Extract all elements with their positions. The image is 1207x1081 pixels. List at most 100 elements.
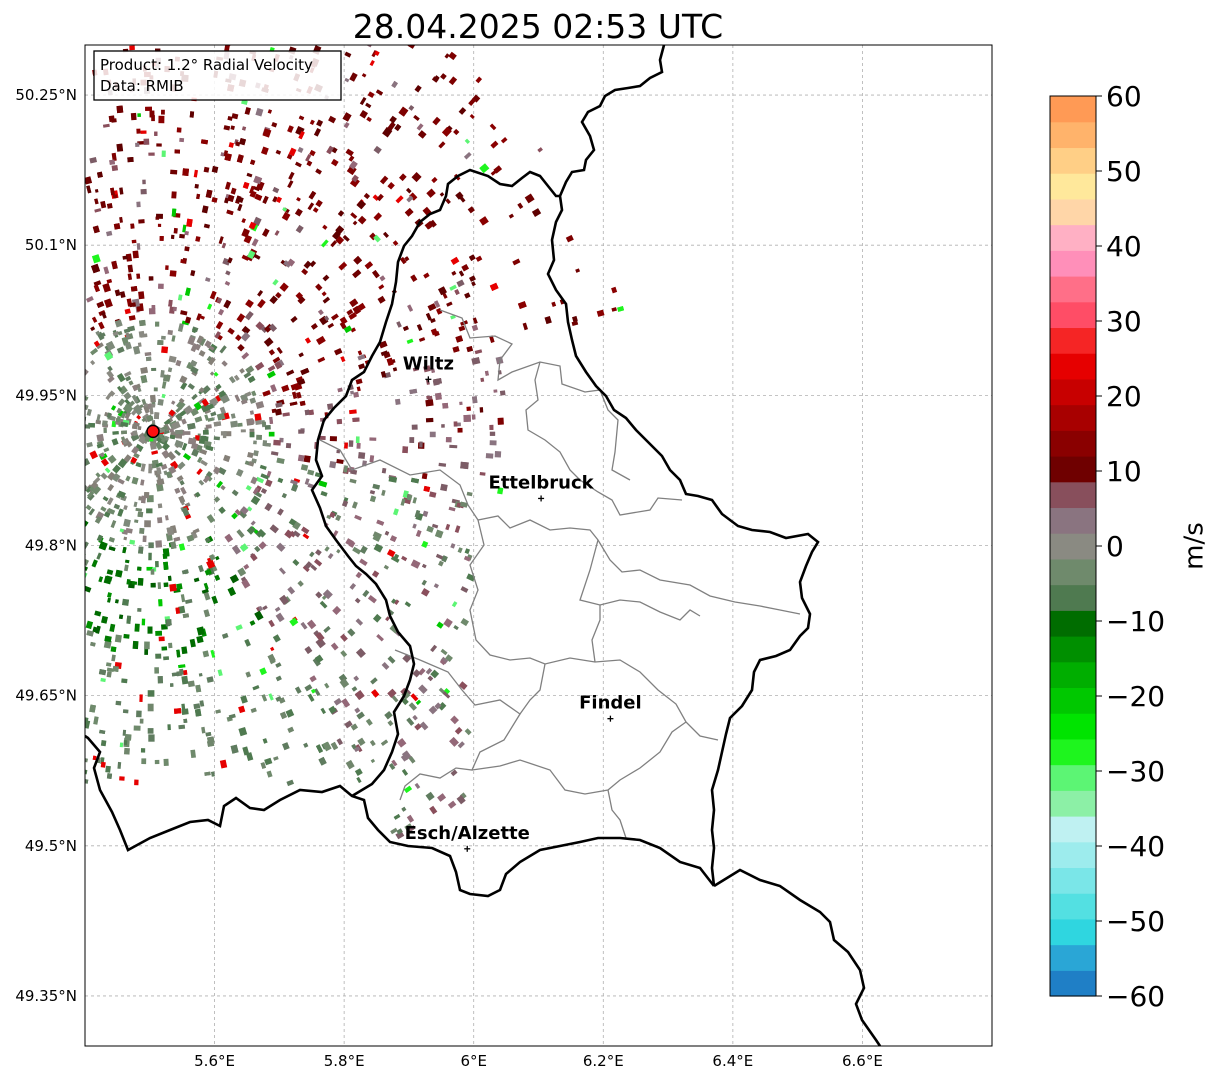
echo-cell xyxy=(155,216,160,220)
echo-cell xyxy=(140,366,149,374)
echo-cell xyxy=(343,325,353,334)
echo-cell xyxy=(322,274,330,282)
echo-cell xyxy=(161,381,167,389)
echo-cell xyxy=(268,323,277,332)
echo-cell xyxy=(472,317,478,324)
lat-tick-label: 49.65°N xyxy=(15,687,77,705)
echo-cell xyxy=(85,757,88,763)
echo-cell xyxy=(315,199,323,208)
echo-cell xyxy=(182,224,187,233)
echo-cell xyxy=(336,418,343,425)
echo-cell xyxy=(458,325,466,332)
echo-cell xyxy=(489,424,494,430)
echo-cell xyxy=(131,239,137,244)
echo-cell xyxy=(268,619,275,628)
colorbar-segment xyxy=(1050,687,1096,714)
echo-cell xyxy=(317,356,326,363)
echo-cell xyxy=(353,675,360,682)
echo-cell xyxy=(211,595,219,605)
echo-cell xyxy=(105,575,113,582)
echo-cell xyxy=(431,368,435,374)
echo-cell xyxy=(229,574,240,584)
echo-cell xyxy=(363,192,371,200)
echo-cell xyxy=(276,346,283,354)
echo-cell xyxy=(237,203,243,212)
echo-cell xyxy=(204,771,211,776)
echo-cell xyxy=(358,363,366,370)
echo-cell xyxy=(469,275,476,282)
echo-cell xyxy=(111,164,119,172)
echo-cell xyxy=(119,216,123,223)
echo-cell xyxy=(306,619,317,630)
echo-cell xyxy=(414,782,421,789)
echo-cell xyxy=(176,583,183,590)
echo-cell xyxy=(102,123,110,128)
echo-cell xyxy=(367,594,377,604)
echo-cell xyxy=(207,740,215,747)
echo-cell xyxy=(449,284,457,291)
echo-cell xyxy=(128,315,136,321)
echo-cell xyxy=(320,490,328,497)
echo-cell xyxy=(116,105,124,114)
echo-cell xyxy=(104,351,114,361)
echo-cell xyxy=(355,378,363,385)
echo-cell xyxy=(433,300,441,308)
echo-cell xyxy=(249,410,255,415)
echo-cell xyxy=(489,123,497,131)
echo-cell xyxy=(440,648,448,656)
echo-cell xyxy=(161,442,170,451)
echo-cell xyxy=(241,351,250,360)
echo-cell xyxy=(297,146,304,153)
colorbar-segment xyxy=(1050,250,1096,277)
echo-cell xyxy=(130,223,135,229)
echo-cell xyxy=(179,137,185,143)
echo-cell xyxy=(254,610,264,621)
echo-cell xyxy=(237,567,247,577)
echo-cell xyxy=(431,177,438,184)
echo-cell xyxy=(102,496,109,502)
echo-cell xyxy=(421,579,427,586)
echo-cell xyxy=(130,112,137,121)
echo-cell xyxy=(154,759,160,765)
echo-cell xyxy=(330,642,339,651)
echo-cell xyxy=(91,316,98,323)
echo-cell xyxy=(140,375,148,384)
echo-cell xyxy=(85,559,90,566)
echo-cell xyxy=(132,640,139,650)
echo-cell xyxy=(275,662,282,668)
echo-cell xyxy=(134,443,144,452)
echo-cell xyxy=(401,750,412,761)
latitude-axis: 50.25°N 50.1°N 49.95°N 49.8°N 49.65°N 49.5°N 4… xyxy=(15,86,77,1005)
echo-cell xyxy=(430,644,438,653)
echo-cell xyxy=(308,190,317,200)
echo-cell xyxy=(224,153,232,162)
echo-cell xyxy=(206,514,216,524)
echo-cell xyxy=(138,330,145,338)
echo-cell xyxy=(252,685,260,691)
echo-cell xyxy=(133,501,138,508)
echo-cell xyxy=(112,194,118,199)
echo-cell xyxy=(286,153,293,160)
echo-cell xyxy=(181,418,187,425)
echo-cell xyxy=(376,634,384,642)
echo-cell xyxy=(369,495,377,503)
echo-cell xyxy=(296,197,301,202)
echo-cell xyxy=(236,529,245,538)
echo-cell xyxy=(254,193,263,201)
echo-cell xyxy=(310,688,316,694)
echo-cell xyxy=(180,259,186,264)
echo-cell xyxy=(355,571,363,579)
echo-cell xyxy=(449,736,459,747)
echo-cell xyxy=(91,263,101,274)
echo-cell xyxy=(214,387,219,393)
echo-cell xyxy=(178,495,186,504)
echo-cell xyxy=(211,165,219,173)
echo-cell xyxy=(171,191,177,199)
lat-tick-label: 49.5°N xyxy=(25,837,77,855)
echo-cell xyxy=(179,668,184,675)
echo-cell xyxy=(182,613,190,619)
echo-cell xyxy=(453,128,460,136)
echo-cell xyxy=(288,171,295,180)
echo-cell xyxy=(489,335,495,344)
